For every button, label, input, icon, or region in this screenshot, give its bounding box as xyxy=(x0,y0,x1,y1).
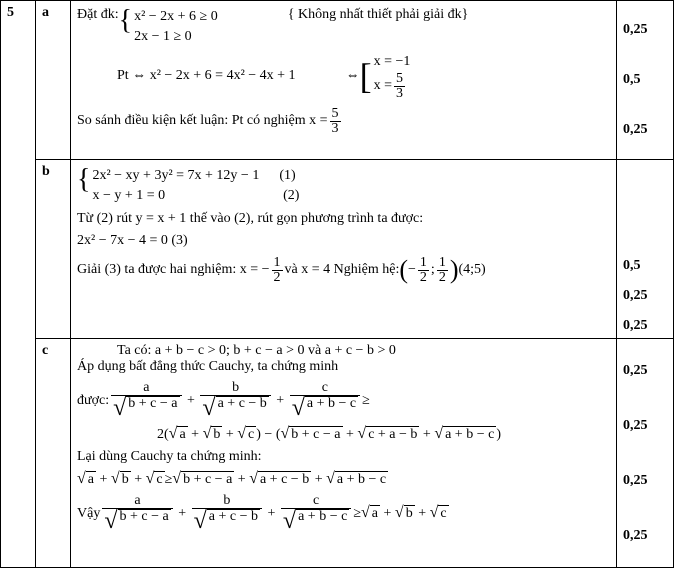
sol-frac-num: 5 xyxy=(394,72,405,87)
v-geq: ≥ xyxy=(353,506,361,522)
f3d: a + b − c xyxy=(305,396,358,411)
question-number: 5 xyxy=(1,1,36,568)
brace-icon: { xyxy=(77,166,90,194)
part-label-c: c xyxy=(36,339,71,568)
score-a-2: 0,5 xyxy=(623,72,667,88)
sys-tag2: (2) xyxy=(283,188,299,203)
l6sc: c xyxy=(154,471,164,488)
score-b-2: 0,25 xyxy=(623,288,667,304)
v3d: a + b − c xyxy=(296,509,349,524)
cond-note: { Không nhất thiết phải giải đk} xyxy=(288,7,469,23)
part-label-b: b xyxy=(36,160,71,339)
rhs-mid: ) − ( xyxy=(256,427,280,443)
score-c: 0,25 0,25 0,25 0,25 xyxy=(617,339,674,568)
b-l5-num: 1 xyxy=(272,256,283,271)
rhs-pre: 2( xyxy=(157,427,169,443)
v3n: c xyxy=(281,494,351,509)
sys-line1: 2x² − xy + 3y² = 7x + 12y − 1 xyxy=(92,168,259,183)
score-c-1: 0,25 xyxy=(623,363,667,379)
f3n: c xyxy=(290,381,360,396)
v2n: b xyxy=(192,494,262,509)
l6r2: a + c − b xyxy=(258,471,311,488)
l6r1: b + c − a xyxy=(181,471,234,488)
sol-frac-den: 3 xyxy=(394,87,405,101)
part-c-content: Ta có: a + b − c > 0; b + c − a > 0 và a… xyxy=(71,339,617,568)
score-b-1: 0,5 xyxy=(623,258,667,274)
vsa: a xyxy=(370,505,380,522)
f1d: b + c − a xyxy=(126,396,179,411)
score-c-3: 0,25 xyxy=(623,473,667,489)
f2d: a + c − b xyxy=(216,396,269,411)
conclusion-pre: So sánh điều kiện kết luận: Pt có nghiệm… xyxy=(77,113,328,129)
v1n: a xyxy=(102,494,172,509)
c-line1: Ta có: a + b − c > 0; b + c − a > 0 và a… xyxy=(117,343,610,359)
score-b: 0,5 0,25 0,25 xyxy=(617,160,674,339)
concl-den: 3 xyxy=(330,122,341,136)
geq: ≥ xyxy=(362,393,370,409)
part-label-a: a xyxy=(36,1,71,160)
f2n: b xyxy=(200,381,270,396)
brace-icon: { xyxy=(119,7,132,35)
pair2: (4;5) xyxy=(458,262,485,278)
c-line7-pre: Vậy xyxy=(77,506,100,522)
p1a-den: 2 xyxy=(418,271,429,285)
b-line4: 2x² − 7x − 4 = 0 (3) xyxy=(77,233,610,249)
v2d: a + c − b xyxy=(207,509,260,524)
eq-prefix: Pt ⇔ xyxy=(117,68,146,84)
l6sb: b xyxy=(120,471,131,488)
eq-body: x² − 2x + 6 = 4x² − 4x + 1 xyxy=(150,68,296,84)
score-c-4: 0,25 xyxy=(623,528,667,544)
part-b-content: { 2x² − xy + 3y² = 7x + 12y − 1 (1) x − y… xyxy=(71,160,617,339)
b-line3: Từ (2) rút y = x + 1 thế vào (2), rút gọ… xyxy=(77,211,610,227)
r3: a + b − c xyxy=(443,426,496,443)
p1a-num: 1 xyxy=(418,256,429,271)
bracket-icon: [ xyxy=(360,58,372,94)
p1b-num: 1 xyxy=(437,256,448,271)
sc: c xyxy=(246,426,256,443)
sol-line2-pre: x = xyxy=(374,76,392,96)
l6r3: a + b − c xyxy=(335,471,388,488)
p1b-den: 2 xyxy=(437,271,448,285)
b-line5-pre: Giải (3) ta được hai nghiệm: x = − xyxy=(77,262,270,278)
sys-tag1: (1) xyxy=(279,168,295,183)
b-line6-pre: Nghiệm hệ: xyxy=(334,262,400,278)
r2: c + a − b xyxy=(366,426,419,443)
cond-prefix: Đặt đk: xyxy=(77,7,119,23)
vsc: c xyxy=(438,505,448,522)
cond-line2: 2x − 1 ≥ 0 xyxy=(134,29,192,44)
l6sa: a xyxy=(86,471,96,488)
sys-line2: x − y + 1 = 0 xyxy=(92,188,165,203)
l6-geq: ≥ xyxy=(165,472,173,488)
score-c-2: 0,25 xyxy=(623,418,667,434)
cond-line1: x² − 2x + 6 ≥ 0 xyxy=(134,9,218,24)
arrow: ⇔ xyxy=(346,68,360,84)
r1: b + c − a xyxy=(289,426,342,443)
c-line2: Áp dụng bất đẳng thức Cauchy, ta chứng m… xyxy=(77,359,610,375)
score-a-3: 0,25 xyxy=(623,122,667,138)
sa: a xyxy=(177,426,187,443)
b-line5-post: và x = 4 xyxy=(285,262,331,278)
score-a-1: 0,25 xyxy=(623,22,667,38)
rhs-end: ) xyxy=(496,427,501,443)
concl-num: 5 xyxy=(330,107,341,122)
solution-table: 5 a Đặt đk: { x² − 2x + 6 ≥ 0 2x − 1 ≥ 0… xyxy=(0,0,674,568)
v1d: b + c − a xyxy=(118,509,171,524)
sol-line1: x = −1 xyxy=(374,54,411,69)
part-a-content: Đặt đk: { x² − 2x + 6 ≥ 0 2x − 1 ≥ 0 { K… xyxy=(71,1,617,160)
sb: b xyxy=(211,426,222,443)
c-line5: Lại dùng Cauchy ta chứng minh: xyxy=(77,449,610,465)
b-l5-den: 2 xyxy=(272,271,283,285)
score-a: 0,25 0,5 0,25 xyxy=(617,1,674,160)
f1n: a xyxy=(111,381,181,396)
vsb: b xyxy=(404,505,415,522)
c-line3-pre: được: xyxy=(77,393,109,409)
score-b-3: 0,25 xyxy=(623,318,667,334)
